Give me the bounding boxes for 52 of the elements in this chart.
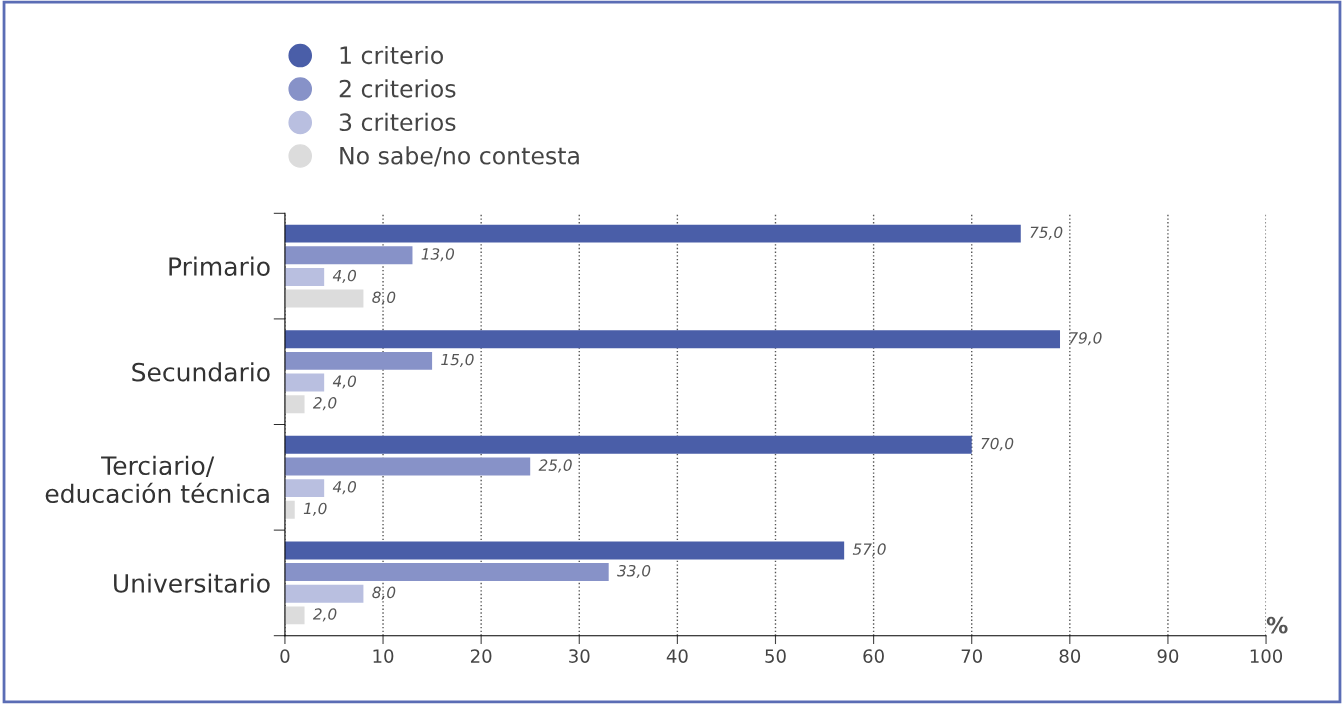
bar	[284, 267, 325, 286]
y-tick-label: Primario	[169, 256, 270, 276]
x-tick-label: 20	[470, 649, 492, 663]
bar	[284, 435, 972, 454]
legend-label: 2 criterios	[339, 79, 456, 98]
legend-label: 3 criterios	[339, 112, 456, 132]
x-tick-label: 80	[1059, 649, 1081, 663]
x-tick-label: 0	[280, 649, 290, 663]
x-tick-label: 30	[569, 649, 590, 663]
data-label: 4,0	[332, 375, 357, 389]
x-axis-title: %	[1266, 616, 1288, 634]
bar	[284, 373, 325, 392]
data-label: 13,0	[421, 248, 455, 262]
bar	[284, 541, 845, 560]
bar	[284, 479, 325, 498]
data-label: 25,0	[538, 459, 572, 473]
data-label: 75,0	[1030, 226, 1063, 240]
data-label: 1,0	[303, 502, 327, 516]
bar	[284, 584, 364, 603]
data-label: 15,0	[441, 353, 474, 367]
bar	[284, 224, 1021, 243]
y-tick-label: Secundario	[132, 362, 270, 382]
bar	[284, 246, 413, 265]
bar	[284, 563, 609, 582]
x-tick-label: 10	[373, 649, 394, 663]
bar	[284, 457, 531, 476]
legend-label: No sabe/no contesta	[340, 146, 579, 167]
bar	[284, 500, 295, 519]
bar	[284, 395, 305, 414]
x-tick-label: 100	[1250, 649, 1283, 663]
data-label: 2,0	[312, 397, 337, 411]
bar	[284, 351, 433, 370]
data-label: 4,0	[332, 481, 357, 495]
data-label: 70,0	[981, 437, 1014, 451]
bar	[284, 330, 1061, 349]
bar	[284, 289, 364, 308]
data-label: 57,0	[852, 543, 886, 557]
x-tick-label: 50	[765, 649, 786, 663]
data-label: 2,0	[312, 608, 337, 622]
x-tick-label: 40	[666, 649, 688, 663]
data-label: 4,0	[332, 269, 357, 283]
bar	[284, 606, 305, 625]
y-tick-label: Universitario	[114, 573, 270, 593]
x-tick-label: 70	[961, 649, 982, 663]
data-label: 8,0	[372, 586, 396, 600]
x-tick-label: 60	[863, 649, 884, 663]
x-tick-label: 90	[1157, 649, 1179, 663]
data-label: 8,0	[372, 291, 396, 305]
legend-label: 1 criterio	[340, 45, 443, 65]
data-label: 79,0	[1069, 332, 1102, 346]
y-tick-label: Terciario/ educación técnica	[45, 455, 269, 504]
data-label: 33,0	[617, 564, 651, 579]
